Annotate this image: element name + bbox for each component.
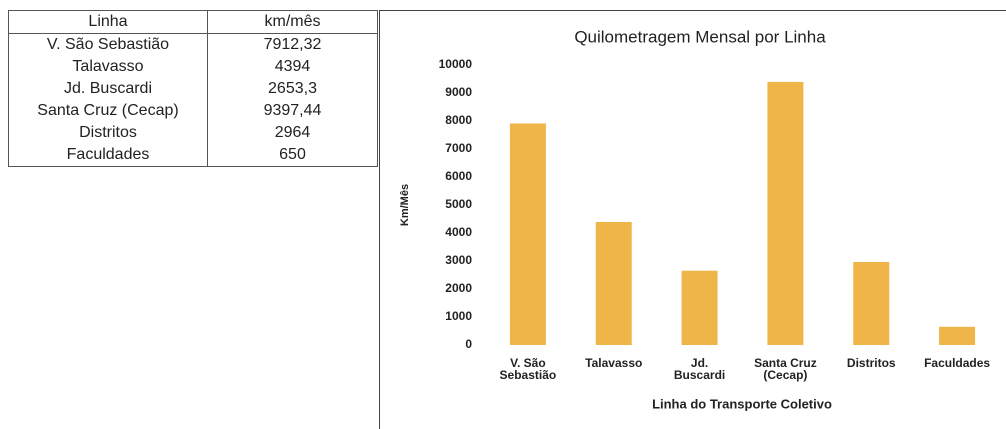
x-axis-label: Linha do Transporte Coletivo [652,396,832,411]
y-tick-label: 3000 [445,253,472,267]
bar [595,221,632,345]
x-tick-label: Talavasso [585,356,643,370]
table-cell: Faculdades [8,144,208,167]
bar [681,270,718,345]
table-cell: 4394 [207,56,378,78]
header-cell: Linha [8,10,208,34]
table-row: Distritos 2964 [8,122,378,144]
y-tick-label: 9000 [445,85,472,99]
table-row: Talavasso 4394 [8,56,378,78]
header-cell: km/mês [207,10,378,34]
table-row: Faculdades 650 [8,144,378,167]
table-cell: Talavasso [8,56,208,78]
data-table: Linha km/mês V. São Sebastião 7912,32 Talava… [8,10,378,167]
table-row: V. São Sebastião 7912,32 [8,33,378,56]
table-cell: 9397,44 [207,100,378,122]
bar [939,326,976,345]
x-tick-label: V. São Sebastião [499,356,557,382]
table-cell: 7912,32 [207,33,378,56]
chart-box [379,10,1006,429]
x-tick-label: Jd. Buscardi [673,356,726,382]
bar [767,81,804,346]
table-row: Santa Cruz (Cecap) 9397,44 [8,100,378,122]
x-tick-label: Santa Cruz (Cecap) [754,356,817,382]
y-axis-label: Km/Mês [399,184,411,226]
x-tick-label: Distritos [846,356,896,370]
table-row: Jd. Buscardi 2653,3 [8,78,378,100]
table-cell: 650 [207,144,378,167]
y-tick-label: 4000 [445,225,472,239]
table-cell: Jd. Buscardi [8,78,208,100]
table-cell: V. São Sebastião [8,33,208,56]
table-cell: 2653,3 [207,78,378,100]
y-tick-label: 10000 [439,57,473,71]
y-tick-label: 6000 [445,169,472,183]
y-tick-label: 7000 [445,141,472,155]
table-cell: Santa Cruz (Cecap) [8,100,208,122]
y-tick-label: 8000 [445,113,472,127]
y-tick-label: 1000 [445,309,472,323]
bar [853,262,890,345]
chart-title: Quilometragem Mensal por Linha [574,27,826,46]
x-tick-label: Faculdades [924,356,991,370]
y-tick-label: 0 [465,337,472,351]
y-tick-label: 2000 [445,281,472,295]
bar [509,123,546,345]
table-cell: 2964 [207,122,378,144]
y-tick-label: 5000 [445,197,472,211]
header-row: Linha km/mês [8,10,378,34]
table-cell: Distritos [8,122,208,144]
